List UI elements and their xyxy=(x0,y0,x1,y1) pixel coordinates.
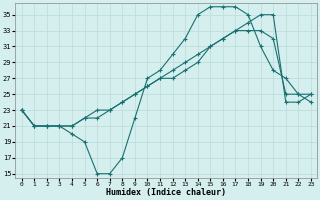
X-axis label: Humidex (Indice chaleur): Humidex (Indice chaleur) xyxy=(106,188,226,197)
